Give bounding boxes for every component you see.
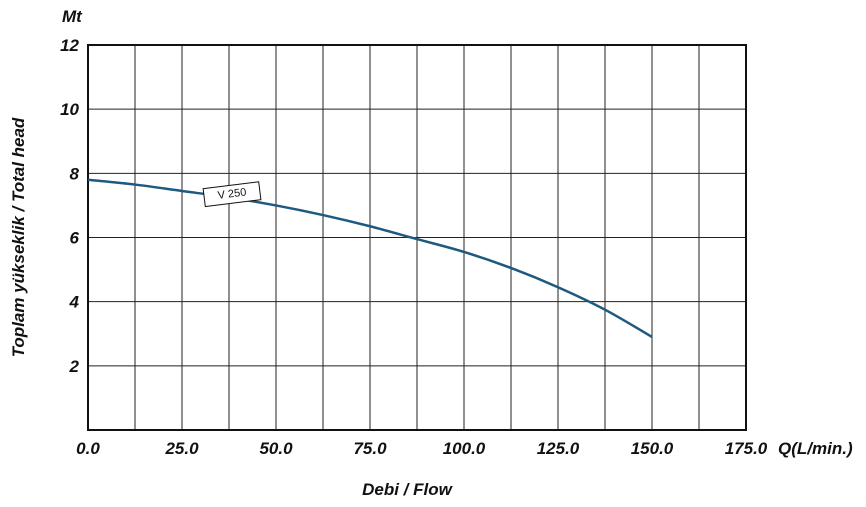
x-tick-label: 125.0 — [537, 439, 580, 458]
x-axis-unit: Q(L/min.) — [778, 439, 853, 458]
series-line-v250 — [87, 178, 653, 339]
y-tick-label: 6 — [70, 229, 80, 248]
y-tick-label: 8 — [70, 164, 80, 183]
y-tick-label: 10 — [60, 100, 79, 119]
series-label-box — [202, 181, 262, 208]
x-tick-label: 0.0 — [76, 439, 100, 458]
y-axis-title: Toplam yükseklik / Total head — [9, 117, 28, 357]
x-tick-label: 50.0 — [259, 439, 293, 458]
y-tick-label: 2 — [69, 357, 80, 376]
x-tick-label: 25.0 — [164, 439, 199, 458]
series-label-v250: V 250 — [202, 181, 262, 208]
x-tick-label: 75.0 — [353, 439, 387, 458]
x-tick-label: 150.0 — [631, 439, 674, 458]
x-axis-title: Debi / Flow — [362, 480, 454, 499]
grid-lines — [88, 45, 746, 430]
x-tick-label: 100.0 — [443, 439, 486, 458]
x-tick-labels: 0.0 25.0 50.0 75.0 100.0 125.0 150.0 175.0 — [76, 439, 768, 458]
y-tick-label: 12 — [60, 36, 79, 55]
y-tick-label: 4 — [69, 293, 80, 312]
x-tick-label: 175.0 — [725, 439, 768, 458]
y-axis-unit: Mt — [62, 7, 83, 26]
series-label-text: V 250 — [217, 186, 247, 201]
y-tick-labels: 2 4 6 8 10 12 — [60, 36, 79, 376]
plot-frame — [87, 44, 747, 431]
